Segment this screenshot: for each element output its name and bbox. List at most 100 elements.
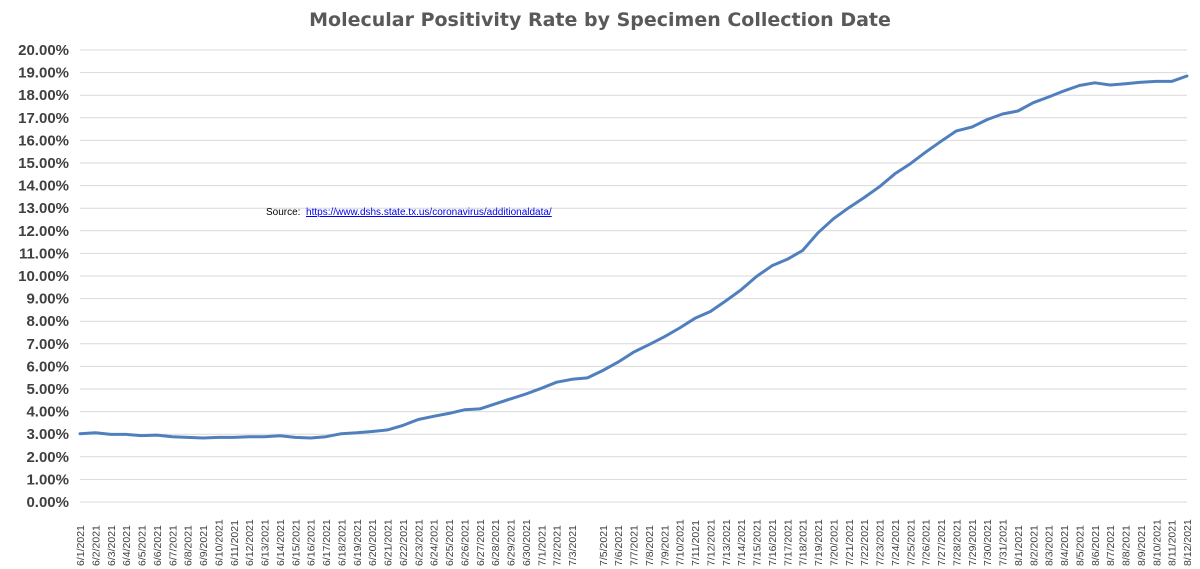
x-tick-label: 7/6/2021: [613, 525, 625, 566]
x-tick-label: 6/12/2021: [244, 519, 256, 566]
x-tick-label: 7/30/2021: [982, 519, 994, 566]
x-tick-label: 7/9/2021: [659, 525, 671, 566]
x-tick-label: 8/3/2021: [1044, 525, 1056, 566]
x-tick-label: 6/18/2021: [336, 519, 348, 566]
x-tick-label: 7/21/2021: [844, 519, 856, 566]
x-tick-label: 8/12/2021: [1182, 519, 1194, 566]
x-tick-label: 6/29/2021: [506, 519, 518, 566]
x-tick-label: 6/14/2021: [275, 519, 287, 566]
y-tick-label: 10.00%: [18, 268, 69, 285]
y-tick-label: 9.00%: [26, 291, 69, 308]
x-tick-label: 7/5/2021: [598, 525, 610, 566]
x-tick-label: 7/16/2021: [767, 519, 779, 566]
x-axis-ticks: 6/1/2021 6/2/2021 6/3/2021 6/4/2021 6/5/2021…: [75, 519, 1194, 566]
y-tick-label: 4.00%: [26, 404, 69, 421]
x-tick-label: 6/4/2021: [121, 525, 133, 566]
x-tick-label: 8/4/2021: [1059, 525, 1071, 566]
x-tick-label: 7/28/2021: [951, 519, 963, 566]
x-tick-label: 7/17/2021: [782, 519, 794, 566]
x-tick-label: 7/22/2021: [859, 519, 871, 566]
x-tick-label: 7/3/2021: [567, 525, 579, 566]
x-tick-label: 6/23/2021: [413, 519, 425, 566]
y-tick-label: 13.00%: [18, 200, 69, 217]
x-tick-label: 7/11/2021: [690, 520, 702, 566]
y-tick-label: 18.00%: [18, 87, 69, 104]
x-tick-label: 8/1/2021: [1013, 525, 1025, 566]
y-tick-label: 8.00%: [26, 313, 69, 330]
x-tick-label: 7/2/2021: [552, 525, 564, 566]
x-tick-label: 6/2/2021: [90, 525, 102, 566]
x-tick-label: 6/6/2021: [152, 525, 164, 566]
x-tick-label: 7/13/2021: [721, 519, 733, 566]
x-tick-label: 7/26/2021: [921, 519, 933, 566]
series-layer: [78, 74, 1189, 440]
x-tick-label: 7/1/2021: [536, 525, 548, 566]
gridlines: [80, 49, 1187, 503]
x-tick-label: 6/25/2021: [444, 519, 456, 566]
x-tick-label: 6/22/2021: [398, 519, 410, 566]
x-tick-label: 6/15/2021: [290, 519, 302, 566]
source-link[interactable]: https://www.dshs.state.tx.us/coronavirus…: [306, 207, 552, 218]
x-tick-label: 8/6/2021: [1090, 525, 1102, 566]
x-tick-label: 6/8/2021: [183, 525, 195, 566]
x-tick-label: 6/13/2021: [260, 519, 272, 566]
x-tick-label: 7/12/2021: [705, 519, 717, 566]
x-tick-label: 6/16/2021: [306, 519, 318, 566]
y-tick-label: 7.00%: [26, 336, 69, 353]
x-tick-label: 7/7/2021: [629, 525, 641, 566]
y-tick-label: 12.00%: [18, 223, 69, 240]
x-tick-label: 7/25/2021: [905, 519, 917, 566]
x-tick-label: 7/27/2021: [936, 519, 948, 566]
x-tick-label: 8/5/2021: [1074, 525, 1086, 566]
x-tick-label: 8/10/2021: [1151, 519, 1163, 566]
source-label: Source:: [266, 207, 301, 218]
x-tick-label: 7/15/2021: [752, 519, 764, 566]
x-tick-label: 6/11/2021: [229, 520, 241, 566]
y-tick-label: 3.00%: [26, 426, 69, 443]
x-tick-label: 6/24/2021: [429, 519, 441, 566]
series-line: [78, 74, 1189, 440]
x-tick-label: 7/14/2021: [736, 519, 748, 566]
x-tick-label: 7/23/2021: [875, 519, 887, 566]
x-tick-label: 7/24/2021: [890, 519, 902, 566]
y-tick-label: 17.00%: [18, 110, 69, 127]
x-tick-label: 6/21/2021: [383, 519, 395, 566]
x-tick-label: 6/28/2021: [490, 519, 502, 566]
x-tick-label: 6/19/2021: [352, 519, 364, 566]
x-tick-label: 8/7/2021: [1105, 525, 1117, 566]
y-tick-label: 11.00%: [19, 245, 69, 262]
x-tick-label: 8/11/2021: [1167, 520, 1179, 566]
x-tick-label: 8/9/2021: [1136, 525, 1148, 566]
y-axis-ticks: 0.00% 1.00% 2.00% 3.00% 4.00% 5.00% 6.00% 7.00%…: [18, 42, 69, 511]
x-tick-label: 7/20/2021: [828, 519, 840, 566]
y-tick-label: 5.00%: [26, 381, 69, 398]
y-tick-label: 14.00%: [18, 178, 69, 195]
x-tick-label: 7/19/2021: [813, 519, 825, 566]
x-tick-label: 6/9/2021: [198, 525, 210, 566]
x-tick-label: 6/17/2021: [321, 519, 333, 566]
chart-title: Molecular Positivity Rate by Specimen Co…: [309, 9, 891, 31]
x-tick-label: 7/8/2021: [644, 525, 656, 566]
source-annotation: Source: https://www.dshs.state.tx.us/cor…: [266, 207, 552, 218]
y-tick-label: 0.00%: [26, 494, 69, 511]
y-tick-label: 16.00%: [18, 132, 69, 149]
y-tick-label: 6.00%: [26, 358, 69, 375]
x-tick-label: 8/2/2021: [1028, 525, 1040, 566]
x-tick-label: 6/5/2021: [137, 525, 149, 566]
x-tick-label: 6/30/2021: [521, 519, 533, 566]
y-tick-label: 20.00%: [18, 42, 69, 59]
x-tick-label: 7/18/2021: [798, 519, 810, 566]
y-tick-label: 19.00%: [18, 65, 69, 82]
x-tick-label: 8/8/2021: [1121, 525, 1133, 566]
x-tick-label: 6/27/2021: [475, 519, 487, 566]
x-tick-label: 7/31/2021: [998, 519, 1010, 566]
x-tick-label: 6/7/2021: [167, 525, 179, 566]
x-tick-label: 7/29/2021: [967, 519, 979, 566]
y-tick-label: 15.00%: [18, 155, 69, 172]
x-tick-label: 6/26/2021: [459, 519, 471, 566]
y-tick-label: 1.00%: [26, 471, 69, 488]
x-tick-label: 6/3/2021: [106, 525, 118, 566]
x-tick-label: 6/20/2021: [367, 519, 379, 566]
